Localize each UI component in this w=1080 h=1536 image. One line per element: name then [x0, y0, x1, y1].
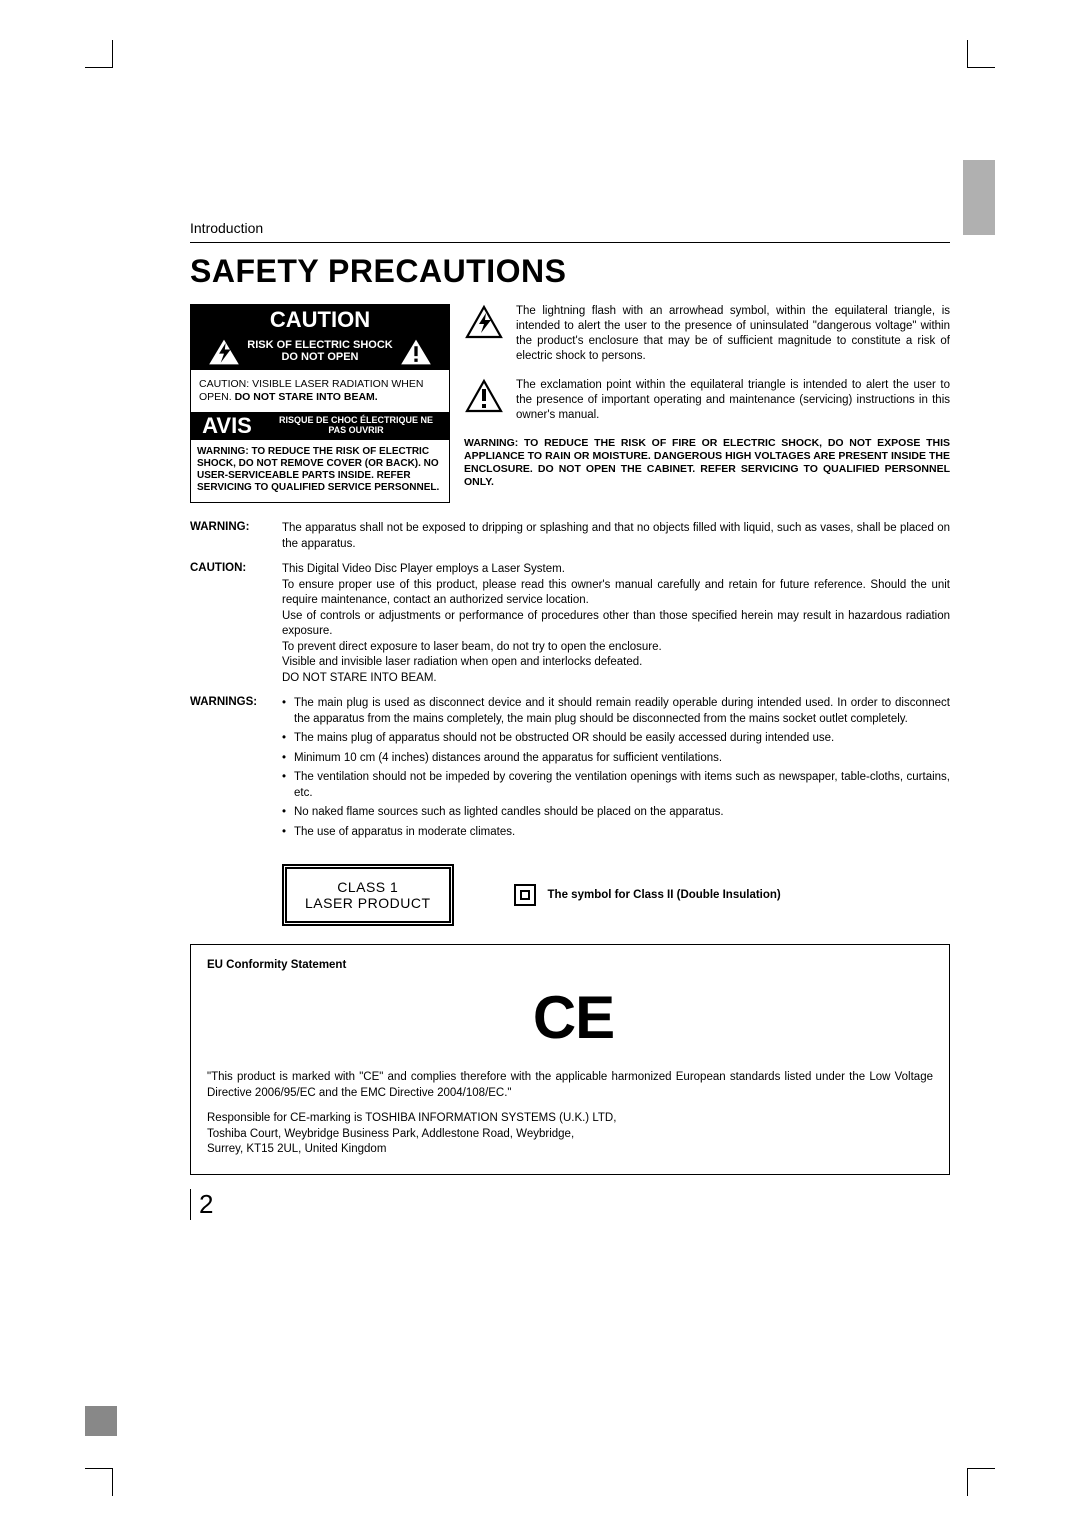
caution-panel: CAUTION RISK OF ELECTRIC SHOCK DO NOT OP…	[190, 304, 450, 503]
avis-text: RISQUE DE CHOC ÉLECTRIQUE NE PAS OUVRIR	[263, 412, 449, 440]
symbol-explanations: The lightning flash with an arrowhead sy…	[464, 304, 950, 503]
bolt-explanation-row: The lightning flash with an arrowhead sy…	[464, 304, 950, 364]
eu-body: "This product is marked with "CE" and co…	[207, 1070, 933, 1101]
class1-line2: LASER PRODUCT	[305, 895, 431, 911]
warnings-item: The main plug is used as disconnect devi…	[282, 696, 950, 727]
risk-line2: DO NOT OPEN	[247, 352, 392, 364]
double-insulation-icon	[514, 884, 536, 906]
double-insulation-label: The symbol for Class ΙΙ (Double Insulati…	[548, 889, 781, 901]
caution-row: CAUTION: This Digital Video Disc Player …	[190, 562, 950, 686]
bolt-triangle-icon	[207, 338, 241, 366]
avis-row: AVIS RISQUE DE CHOC ÉLECTRIQUE NE PAS OU…	[191, 412, 449, 440]
caution-text: This Digital Video Disc Player employs a…	[282, 562, 950, 686]
class1-laser-box: CLASS 1 LASER PRODUCT	[282, 864, 454, 926]
eu-title: EU Conformity Statement	[207, 959, 933, 971]
tab-indicator-bottom	[85, 1406, 117, 1436]
caution-label: CAUTION:	[190, 562, 282, 686]
laser-note-bold: DO NOT STARE INTO BEAM.	[235, 391, 378, 403]
eu-address: Responsible for CE-marking is TOSHIBA IN…	[207, 1111, 933, 1158]
bang-explanation-row: The exclamation point within the equilat…	[464, 378, 950, 423]
eu-addr2: Toshiba Court, Weybridge Business Park, …	[207, 1127, 933, 1143]
shock-warning: WARNING: TO REDUCE THE RISK OF ELECTRIC …	[191, 440, 449, 502]
warnings-item: The use of apparatus in moderate climate…	[282, 825, 950, 841]
eu-conformity-box: EU Conformity Statement C E "This produc…	[190, 944, 950, 1175]
tab-indicator-top	[963, 160, 995, 235]
badge-row: CLASS 1 LASER PRODUCT The symbol for Cla…	[282, 864, 950, 926]
warning-label: WARNING:	[190, 521, 282, 552]
ce-mark-icon: C E	[207, 983, 933, 1052]
section-label: Introduction	[190, 220, 950, 236]
avis-label: AVIS	[191, 412, 263, 440]
bang-outline-icon	[464, 378, 504, 414]
crop-mark-br	[967, 1468, 995, 1496]
warning-text: The apparatus shall not be exposed to dr…	[282, 521, 950, 552]
page-number: 2	[190, 1189, 213, 1220]
crop-mark-tr	[967, 40, 995, 68]
risk-text: RISK OF ELECTRIC SHOCK DO NOT OPEN	[247, 340, 392, 363]
laser-note: CAUTION: VISIBLE LASER RADIATION WHEN OP…	[191, 370, 449, 412]
bolt-outline-icon	[464, 304, 504, 340]
double-insulation-row: The symbol for Class ΙΙ (Double Insulati…	[514, 884, 781, 906]
warnings-item: Minimum 10 cm (4 inches) distances aroun…	[282, 751, 950, 767]
fire-warning: WARNING: TO REDUCE THE RISK OF FIRE OR E…	[464, 437, 950, 490]
warnings-row: WARNINGS: The main plug is used as disco…	[190, 696, 950, 844]
warnings-item: The mains plug of apparatus should not b…	[282, 731, 950, 747]
warnings-item: The ventilation should not be impeded by…	[282, 770, 950, 801]
warnings-item: No naked flame sources such as lighted c…	[282, 805, 950, 821]
crop-mark-tl	[85, 40, 113, 68]
caution-header: CAUTION	[191, 305, 449, 336]
risk-row: RISK OF ELECTRIC SHOCK DO NOT OPEN	[191, 336, 449, 370]
crop-mark-bl	[85, 1468, 113, 1496]
page-content: Introduction SAFETY PRECAUTIONS CAUTION …	[190, 220, 950, 1220]
page-title: SAFETY PRECAUTIONS	[190, 253, 950, 290]
warnings-list: The main plug is used as disconnect devi…	[282, 696, 950, 844]
bolt-desc: The lightning flash with an arrowhead sy…	[516, 304, 950, 364]
warnings-label: WARNINGS:	[190, 696, 282, 844]
eu-addr1: Responsible for CE-marking is TOSHIBA IN…	[207, 1111, 933, 1127]
bang-triangle-icon	[399, 338, 433, 366]
body-notes: WARNING: The apparatus shall not be expo…	[190, 521, 950, 844]
warning-row: WARNING: The apparatus shall not be expo…	[190, 521, 950, 552]
bang-desc: The exclamation point within the equilat…	[516, 378, 950, 423]
caution-columns: CAUTION RISK OF ELECTRIC SHOCK DO NOT OP…	[190, 304, 950, 503]
header-rule	[190, 242, 950, 243]
eu-addr3: Surrey, KT15 2UL, United Kingdom	[207, 1142, 933, 1158]
class1-line1: CLASS 1	[305, 879, 431, 895]
